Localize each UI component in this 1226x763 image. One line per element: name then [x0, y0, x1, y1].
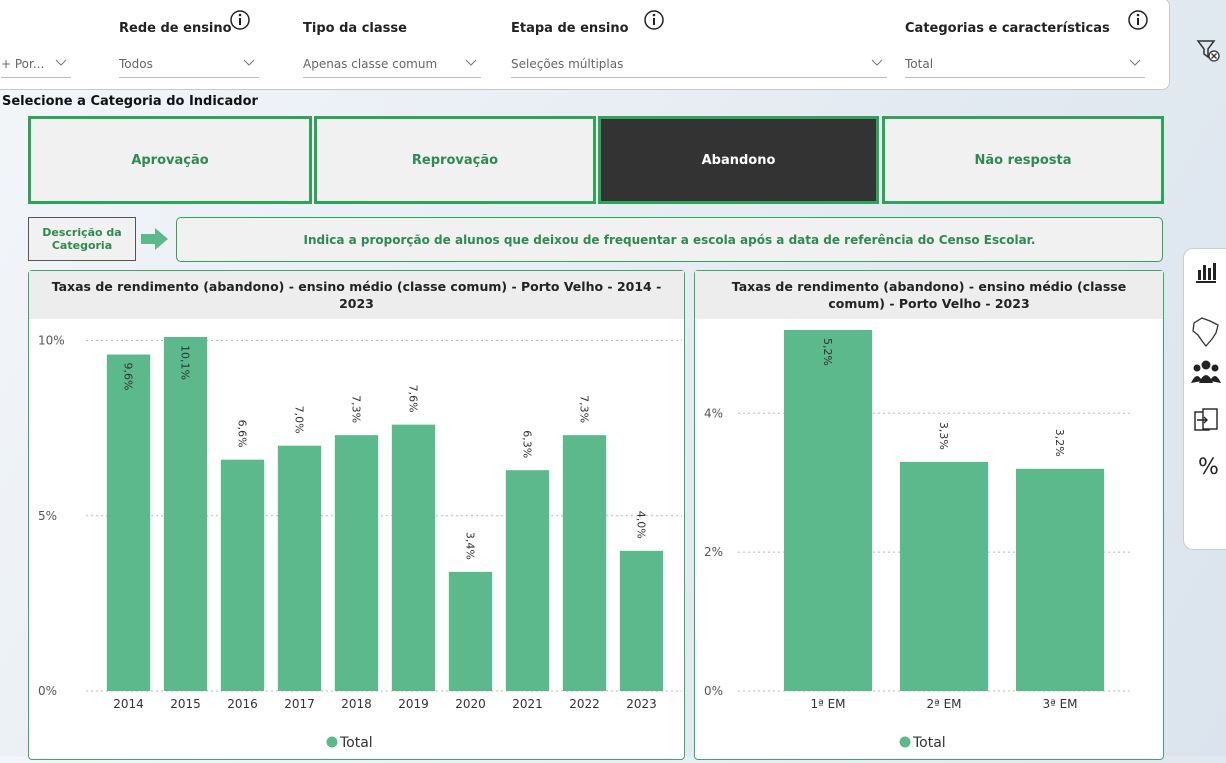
bar	[448, 571, 493, 691]
data-label: 3,3%	[937, 422, 950, 450]
description-label: Descrição da Categoria	[28, 217, 136, 261]
chart-title: Taxas de rendimento (abandono) - ensino …	[695, 271, 1163, 319]
category-button[interactable]: Abandono	[598, 116, 879, 204]
x-tick-label: 2023	[626, 697, 657, 711]
section-label: Selecione a Categoria do Indicador	[2, 94, 258, 109]
bar	[505, 470, 550, 691]
y-tick-label: 5%	[38, 509, 57, 523]
legend-label: Total	[339, 735, 373, 751]
bar	[163, 337, 208, 691]
bar	[562, 435, 607, 691]
filter-dropdown[interactable]: Total	[905, 51, 1145, 78]
chevron	[465, 59, 477, 66]
legend-marker	[326, 736, 338, 748]
bar-chart-icon[interactable]	[1194, 261, 1218, 283]
chart-title: Taxas de rendimento (abandono) - ensino …	[29, 271, 684, 319]
map-icon[interactable]	[1190, 315, 1222, 349]
export-icon[interactable]	[1192, 407, 1220, 435]
filter-bar: + Por... Rede de ensino Todos Tipo da cl…	[0, 0, 1170, 90]
chevron	[243, 59, 255, 66]
data-label: 7,3%	[578, 395, 591, 423]
x-tick-label: 1ª EM	[810, 697, 845, 711]
x-tick-label: 2ª EM	[926, 697, 961, 711]
description-text: Indica a proporção de alunos que deixou …	[176, 217, 1163, 262]
filter-label: Tipo da classe	[303, 21, 407, 36]
filter-dropdown[interactable]: Apenas classe comum	[303, 51, 481, 78]
data-label: 9,6%	[122, 363, 135, 391]
data-label: 3,2%	[1053, 429, 1066, 457]
bar	[220, 459, 265, 691]
x-tick-label: 3ª EM	[1042, 697, 1077, 711]
bar	[783, 329, 873, 691]
chart-panel: Taxas de rendimento (abandono) - ensino …	[694, 270, 1164, 760]
filter-value: Seleções múltiplas	[511, 57, 624, 71]
y-tick-label: 2%	[704, 545, 723, 559]
bar	[277, 445, 322, 691]
filter-value: Todos	[119, 57, 153, 71]
data-label: 4,0%	[635, 511, 648, 539]
filter-dropdown[interactable]: Seleções múltiplas	[511, 51, 887, 78]
data-label: 10,1%	[179, 345, 192, 380]
filter-value: Total	[905, 57, 934, 71]
chart: 0% 5% 10% 2014 2015 2016 2017 2018 2019 2020 2021 2…	[38, 334, 682, 751]
y-tick-label: 4%	[704, 406, 723, 420]
data-label: 6,6%	[236, 420, 249, 448]
data-label: 6,3%	[521, 430, 534, 458]
bar	[1015, 468, 1105, 691]
x-tick-label: 2014	[113, 697, 144, 711]
bar	[334, 435, 379, 691]
y-tick-label: 0%	[704, 684, 723, 698]
data-label: 7,6%	[407, 385, 420, 413]
category-button[interactable]: Não resposta	[882, 116, 1164, 204]
info-icon[interactable]	[229, 9, 251, 31]
filter-value: Apenas classe comum	[303, 57, 438, 71]
x-tick-label: 2021	[512, 697, 543, 711]
y-tick-label: 10%	[38, 334, 65, 348]
legend-label: Total	[912, 735, 946, 751]
x-tick-label: 2020	[455, 697, 486, 711]
data-label: 5,2%	[821, 338, 834, 366]
x-tick-label: 2022	[569, 697, 600, 711]
chevron	[55, 59, 67, 66]
clear-filters-icon[interactable]	[1196, 38, 1222, 64]
sidebar: %	[1183, 248, 1226, 550]
arrow-icon	[141, 228, 168, 250]
category-button[interactable]: Aprovação	[28, 116, 312, 204]
filter-label: Categorias e características	[905, 21, 1110, 36]
bar	[899, 461, 989, 691]
filter-dropdown[interactable]: + Por...	[1, 51, 71, 78]
chevron	[871, 59, 883, 66]
data-label: 7,0%	[293, 406, 306, 434]
filter-label: Etapa de ensino	[511, 21, 629, 36]
bar	[619, 550, 664, 691]
chart-panel: Taxas de rendimento (abandono) - ensino …	[28, 270, 685, 760]
filter-value: + Por...	[1, 57, 45, 71]
x-tick-label: 2017	[284, 697, 315, 711]
chart: 0% 2% 4% 1ª EM 2ª EM 3ª EM 5,2% 3,3% 3,2% Total	[704, 329, 1130, 751]
data-label: 7,3%	[350, 395, 363, 423]
bar	[106, 354, 151, 691]
category-button[interactable]: Reprovação	[314, 116, 596, 204]
bar	[391, 424, 436, 691]
chevron	[1129, 59, 1141, 66]
legend-marker	[899, 736, 911, 748]
x-tick-label: 2019	[398, 697, 429, 711]
x-tick-label: 2015	[170, 697, 201, 711]
info-icon[interactable]	[1127, 9, 1149, 31]
people-icon[interactable]	[1190, 359, 1222, 385]
y-tick-label: 0%	[38, 684, 57, 698]
filter-dropdown[interactable]: Todos	[119, 51, 259, 78]
percent-button[interactable]: %	[1198, 455, 1219, 480]
data-label: 3,4%	[464, 532, 477, 560]
info-icon[interactable]	[643, 9, 665, 31]
x-tick-label: 2018	[341, 697, 372, 711]
x-tick-label: 2016	[227, 697, 258, 711]
filter-label: Rede de ensino	[119, 21, 232, 36]
